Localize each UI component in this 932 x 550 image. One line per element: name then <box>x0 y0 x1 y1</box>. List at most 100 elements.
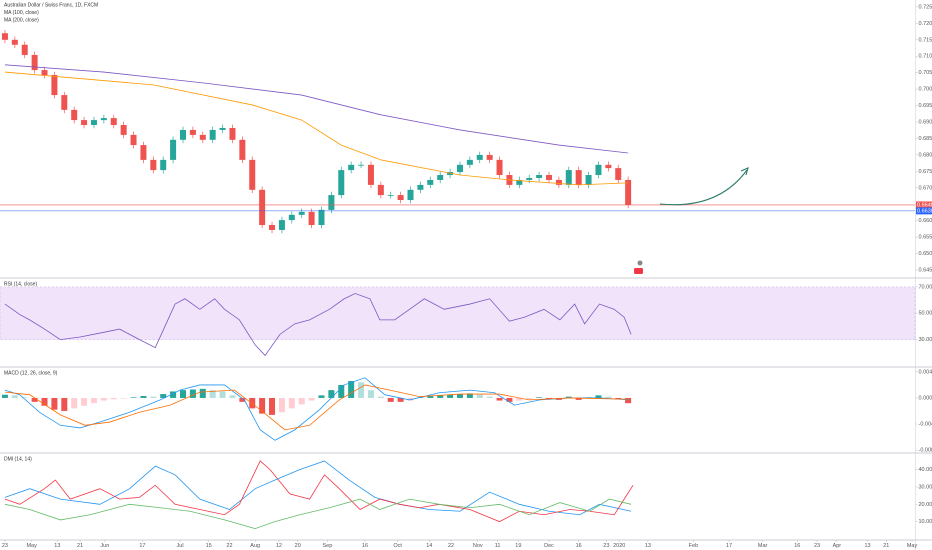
histogram-bar <box>209 390 216 398</box>
candle-body <box>605 164 612 169</box>
x-tick-label: Jun <box>100 543 109 549</box>
candle-body <box>358 164 365 166</box>
x-tick-label: 21 <box>883 543 889 549</box>
candle-body <box>397 195 404 201</box>
candle-body <box>81 120 88 126</box>
indicator-line <box>4 460 632 516</box>
x-tick-label: 15 <box>206 543 212 549</box>
y-tick-label: 0.00400 <box>919 369 932 375</box>
y-tick-label: 0.68500 <box>919 136 932 142</box>
candle-body <box>486 154 493 160</box>
y-tick-label: 0.69000 <box>919 120 932 126</box>
y-tick-label: 30.00 <box>919 337 932 343</box>
candle-body <box>41 70 48 76</box>
candle-body <box>407 189 414 201</box>
pane-title: MACD (12, 26, close, 9) <box>4 370 58 376</box>
histogram-bar <box>140 396 147 398</box>
histogram-bar <box>170 391 177 398</box>
x-tick-label: 16 <box>576 543 582 549</box>
candle-body <box>199 134 206 140</box>
histogram-bar <box>466 393 473 398</box>
x-tick-label: 14 <box>426 543 432 549</box>
histogram-bar <box>328 390 335 398</box>
histogram-bar <box>229 395 236 398</box>
histogram-bar <box>516 397 523 401</box>
histogram-bar <box>308 397 315 401</box>
candle-body <box>575 170 582 185</box>
x-tick-label: Feb <box>689 543 698 549</box>
y-tick-label: 0.71000 <box>919 54 932 60</box>
histogram-bar <box>71 397 78 409</box>
histogram-bar <box>189 389 196 398</box>
x-tick-label: 17 <box>139 543 145 549</box>
x-tick-label: Sep <box>323 543 333 549</box>
histogram-bar <box>239 397 246 402</box>
price-label: 0.66480 <box>917 202 932 208</box>
histogram-bar <box>1 394 8 398</box>
histogram-bar <box>387 397 394 402</box>
candle-body <box>308 211 315 226</box>
histogram-bar <box>90 397 97 404</box>
histogram-bar <box>278 397 285 413</box>
histogram-bar <box>536 397 543 398</box>
y-tick-label: -0.00400 <box>919 421 932 427</box>
histogram-bar <box>298 397 305 405</box>
candle-body <box>615 168 622 180</box>
y-tick-label: 0.66000 <box>919 218 932 224</box>
candle-body <box>298 211 305 215</box>
histogram-bar <box>615 397 622 400</box>
histogram-bar <box>456 394 463 398</box>
forecast-arrow-head <box>740 167 749 176</box>
histogram-bar <box>219 391 226 398</box>
candle-body <box>328 195 335 210</box>
histogram-bar <box>526 397 533 400</box>
candle-body <box>585 175 592 185</box>
candle-body <box>259 189 266 226</box>
histogram-bar <box>199 388 206 398</box>
candle-body <box>338 170 345 196</box>
candle-body <box>456 164 463 173</box>
candle-body <box>546 175 552 180</box>
histogram-bar <box>41 397 48 406</box>
x-tick-label: Apr <box>833 543 842 549</box>
candle-body <box>110 118 117 126</box>
event-icon[interactable] <box>634 268 643 274</box>
y-tick-label: 0.67000 <box>919 185 932 191</box>
y-tick-label: 0.71500 <box>919 37 932 43</box>
histogram-bar <box>358 382 365 398</box>
histogram-bar <box>476 394 483 398</box>
candle-body <box>516 179 523 185</box>
y-tick-label: 50.00 <box>919 311 932 317</box>
histogram-bar <box>427 396 434 398</box>
histogram-bar <box>496 397 503 401</box>
candle-body <box>466 159 473 165</box>
x-tick-label: Dec <box>544 543 554 549</box>
x-tick-label: May <box>26 543 37 549</box>
candle-body <box>140 145 147 160</box>
x-tick-label: 17 <box>726 543 732 549</box>
x-tick-label: May <box>907 543 918 549</box>
event-icon[interactable] <box>637 260 643 266</box>
y-tick-label: 70.00 <box>919 284 932 290</box>
candle-body <box>496 159 503 176</box>
x-tick-label: 16 <box>794 543 800 549</box>
histogram-bar <box>11 395 18 398</box>
x-tick-label: 22 <box>448 543 454 549</box>
candle-body <box>437 175 444 180</box>
histogram-bar <box>486 396 493 398</box>
candle-body <box>565 170 572 185</box>
histogram-bar <box>595 395 602 398</box>
x-tick-label: 13 <box>645 543 651 549</box>
candle-body <box>288 214 295 221</box>
histogram-bar <box>61 397 68 411</box>
candle-body <box>11 39 18 45</box>
candle-body <box>51 75 58 96</box>
histogram-bar <box>51 397 58 410</box>
candle-body <box>536 175 543 178</box>
x-tick-label: Oct <box>393 543 402 549</box>
